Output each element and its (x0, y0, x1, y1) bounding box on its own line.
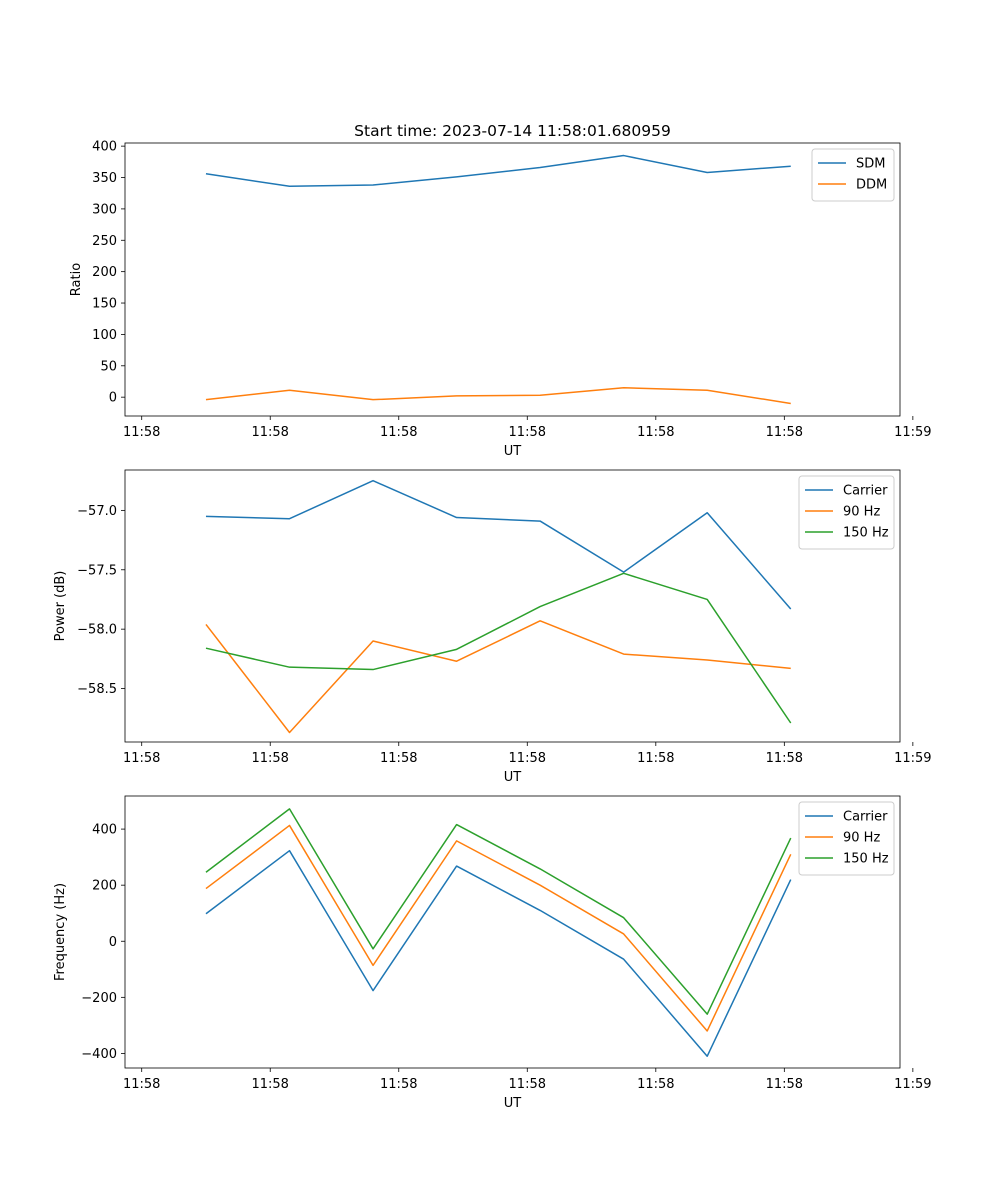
x-tick-label: 11:58 (380, 751, 417, 766)
legend: SDM DDM (811, 148, 895, 202)
x-tick-label: 11:58 (637, 425, 674, 440)
x-axis-label: UT (504, 1096, 522, 1111)
x-axis-label: UT (504, 444, 522, 459)
y-tick-label: −57.0 (77, 504, 117, 519)
x-tick-label: 11:58 (251, 751, 288, 766)
y-tick-label: −400 (81, 1047, 117, 1062)
x-tick-label: 11:58 (380, 1077, 417, 1092)
y-tick-label: 0 (109, 391, 117, 406)
legend-label: SDM (856, 157, 885, 172)
x-tick-label: 11:58 (380, 425, 417, 440)
x-tick-label: 11:58 (251, 425, 288, 440)
y-tick-label: −57.5 (77, 563, 117, 578)
y-axis-label: Frequency (Hz) (53, 883, 68, 981)
y-axis-label: Power (dB) (53, 571, 68, 642)
x-tick-label: 11:58 (123, 1077, 160, 1092)
x-tick-label: 11:58 (637, 751, 674, 766)
axes-frame (124, 795, 901, 1069)
y-tick-label: −58.5 (77, 682, 117, 697)
chart-panel-1: 11:58 11:58 11:58 11:58 11:58 11:58 11:59 0 50 10… (69, 122, 932, 459)
legend-label: Carrier (843, 484, 888, 499)
x-tick-label: 11:58 (766, 425, 803, 440)
chart-title: Start time: 2023-07-14 11:58:01.680959 (354, 122, 671, 140)
axes-frame (124, 142, 901, 417)
x-tick-label: 11:58 (509, 425, 546, 440)
legend: Carrier 90 Hz 150 Hz (798, 801, 895, 876)
x-tick-label: 11:58 (123, 425, 160, 440)
y-tick-label: 150 (92, 297, 117, 312)
y-tick-label: 300 (92, 202, 117, 217)
y-axis-label: Ratio (69, 263, 84, 296)
legend-label: DDM (856, 178, 887, 193)
y-tick-label: 0 (109, 935, 117, 950)
x-tick-label: 11:59 (894, 1077, 931, 1092)
x-tick-label: 11:58 (509, 1077, 546, 1092)
series-line-90-hz (205, 824, 792, 1032)
legend-label: 90 Hz (843, 831, 880, 846)
y-tick-label: −58.0 (77, 623, 117, 638)
series-line-150-hz (205, 808, 792, 1015)
x-tick-label: 11:59 (894, 425, 931, 440)
y-tick-label: 200 (92, 879, 117, 894)
y-tick-label: 200 (92, 265, 117, 280)
legend: Carrier 90 Hz 150 Hz (798, 475, 895, 550)
y-tick-label: 400 (92, 823, 117, 838)
series-line-sdm (205, 154, 791, 188)
chart-panel-2: 11:58 11:58 11:58 11:58 11:58 11:58 11:59 −58.5… (53, 469, 932, 785)
x-axis-label: UT (504, 770, 522, 785)
chart-panel-3: 11:58 11:58 11:58 11:58 11:58 11:58 11:59 −400 −… (53, 795, 932, 1111)
legend-box (798, 475, 895, 550)
x-tick-label: 11:58 (637, 1077, 674, 1092)
x-tick-label: 11:58 (509, 751, 546, 766)
axes-frame (124, 469, 901, 743)
y-tick-label: 350 (92, 171, 117, 186)
series-line-ddm (205, 387, 791, 405)
series-line-90-hz (205, 620, 791, 734)
series-line-carrier (205, 479, 792, 610)
y-tick-label: 100 (92, 328, 117, 343)
legend-box (798, 801, 895, 876)
legend-label: 90 Hz (843, 505, 880, 520)
x-tick-label: 11:58 (766, 1077, 803, 1092)
x-tick-label: 11:58 (766, 751, 803, 766)
legend-label: Carrier (843, 810, 888, 825)
series-line-150-hz (205, 572, 792, 724)
x-tick-label: 11:58 (251, 1077, 288, 1092)
y-tick-label: 250 (92, 234, 117, 249)
x-tick-label: 11:59 (894, 751, 931, 766)
legend-label: 150 Hz (843, 526, 889, 541)
series-line-carrier (205, 849, 792, 1057)
y-tick-label: −200 (81, 991, 117, 1006)
x-tick-label: 11:58 (123, 751, 160, 766)
legend-box (811, 148, 895, 202)
y-tick-label: 400 (92, 140, 117, 155)
legend-label: 150 Hz (843, 852, 889, 867)
y-tick-label: 50 (100, 359, 117, 374)
